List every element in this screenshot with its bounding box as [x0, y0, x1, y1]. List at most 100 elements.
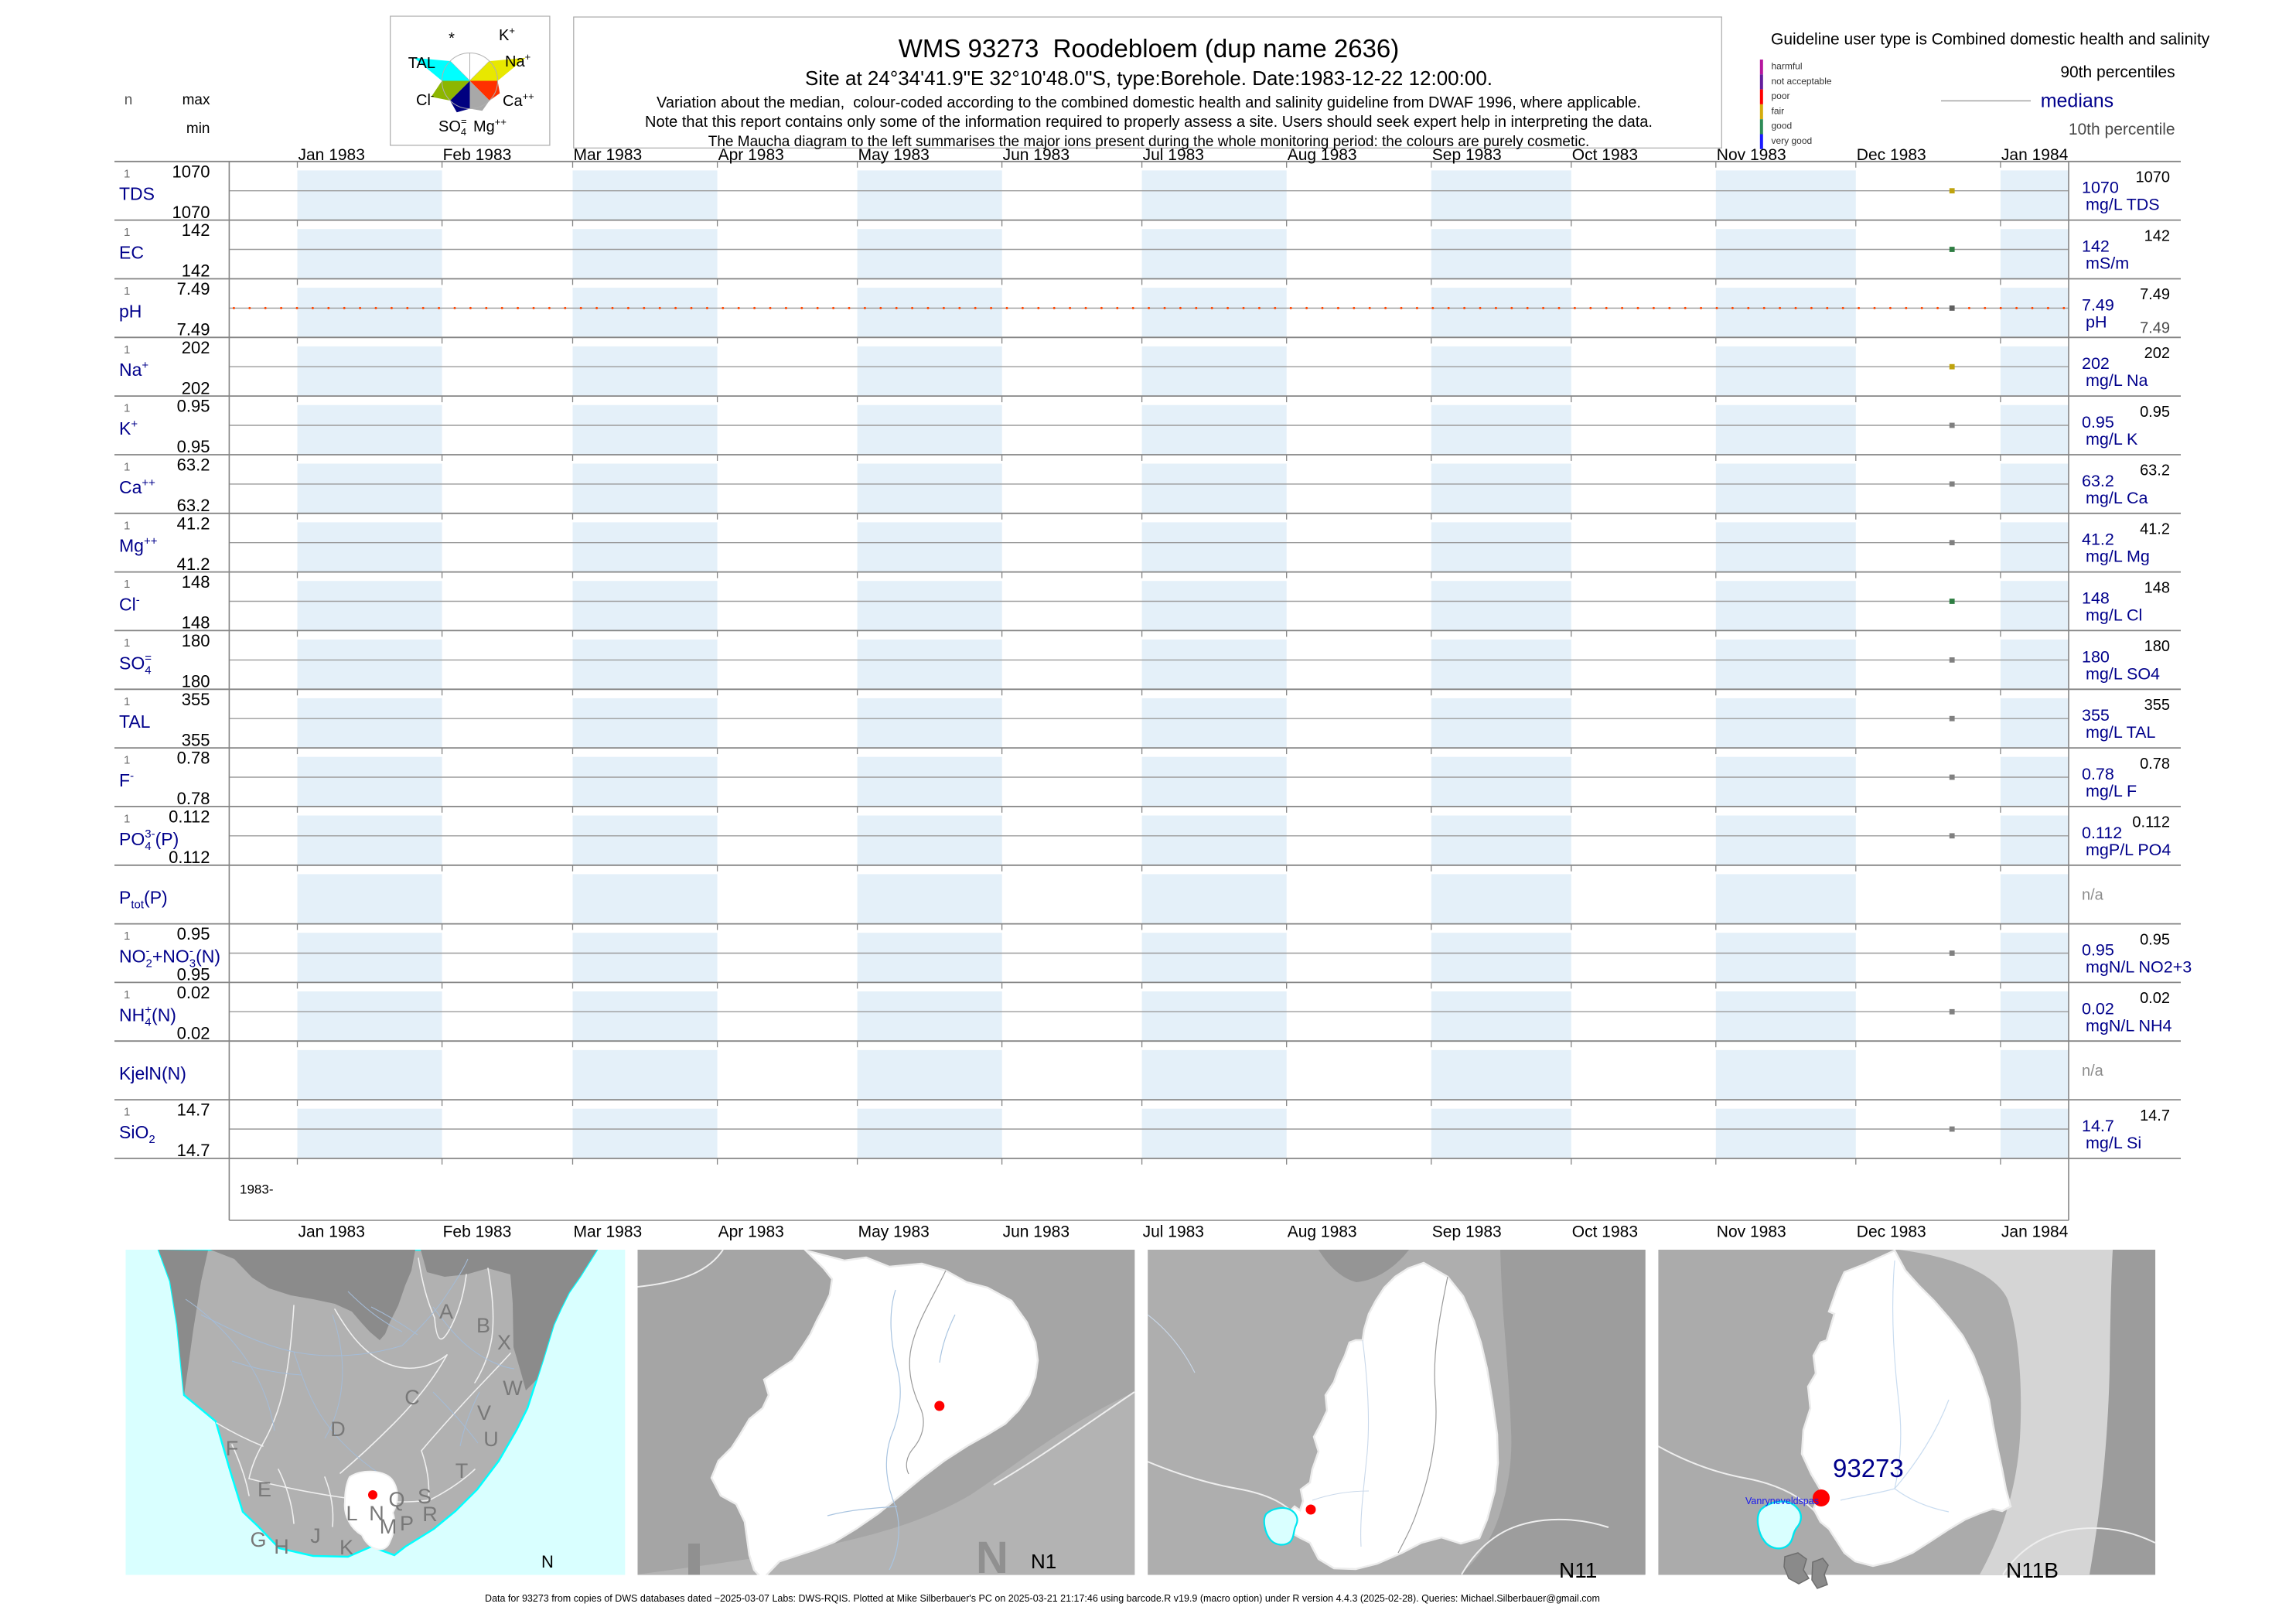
- svg-text:142: 142: [182, 220, 210, 240]
- svg-text:Vanryneveldspas: Vanryneveldspas: [1745, 1496, 1819, 1506]
- svg-text:63.2: 63.2: [177, 455, 210, 475]
- svg-text:63.2: 63.2: [2140, 462, 2170, 479]
- svg-text:Jan 1983: Jan 1983: [299, 1223, 365, 1240]
- svg-text:202: 202: [2082, 354, 2110, 373]
- svg-text:n/a: n/a: [2082, 1063, 2104, 1080]
- svg-text:0.95: 0.95: [177, 965, 210, 984]
- svg-text:0.112: 0.112: [169, 848, 210, 867]
- svg-text:0.95: 0.95: [2140, 931, 2170, 948]
- svg-text:148: 148: [182, 572, 210, 592]
- svg-text:Aug 1983: Aug 1983: [1288, 146, 1357, 164]
- svg-text:G: G: [250, 1528, 266, 1551]
- svg-text:355: 355: [182, 690, 210, 709]
- svg-text:1: 1: [124, 461, 130, 474]
- svg-text:1: 1: [124, 167, 130, 180]
- svg-text:1: 1: [124, 930, 130, 943]
- svg-text:The Maucha diagram to the left: The Maucha diagram to the left summarise…: [708, 134, 1590, 150]
- svg-text:D: D: [330, 1418, 346, 1441]
- svg-text:mg/L TAL: mg/L TAL: [2086, 723, 2155, 742]
- svg-text:202: 202: [182, 378, 210, 397]
- svg-text:mgN/L NO2+3: mgN/L NO2+3: [2086, 958, 2192, 977]
- svg-text:1: 1: [124, 1106, 130, 1119]
- svg-text:W: W: [503, 1377, 523, 1400]
- svg-text:0.112: 0.112: [2132, 814, 2170, 831]
- svg-text:Jan 1983: Jan 1983: [299, 146, 365, 164]
- svg-text:fair: fair: [1772, 105, 1785, 116]
- svg-text:mg/L K: mg/L K: [2086, 430, 2138, 449]
- svg-text:Data for 93273 from copies of: Data for 93273 from copies of DWS databa…: [485, 1593, 1600, 1604]
- svg-text:mg/L Na: mg/L Na: [2086, 371, 2148, 390]
- svg-text:7.49: 7.49: [177, 279, 210, 299]
- svg-text:mg/L Cl: mg/L Cl: [2086, 606, 2142, 625]
- svg-text:*: *: [449, 30, 455, 47]
- svg-text:1983-: 1983-: [240, 1182, 273, 1197]
- svg-text:1: 1: [124, 343, 130, 357]
- svg-text:142: 142: [2082, 237, 2110, 256]
- svg-text:Dec 1983: Dec 1983: [1857, 146, 1926, 164]
- svg-text:good: good: [1772, 121, 1793, 131]
- svg-text:May 1983: May 1983: [858, 1223, 930, 1240]
- svg-text:41.2: 41.2: [177, 554, 210, 574]
- svg-text:90th percentiles: 90th percentiles: [2060, 63, 2175, 81]
- svg-text:Jan 1984: Jan 1984: [2001, 1223, 2069, 1240]
- svg-text:TAL: TAL: [119, 711, 151, 732]
- svg-text:Jan 1984: Jan 1984: [2001, 146, 2069, 164]
- svg-text:0.78: 0.78: [2082, 765, 2114, 783]
- svg-text:N: N: [976, 1533, 1008, 1583]
- svg-text:7.49: 7.49: [2140, 320, 2170, 337]
- svg-text:S: S: [418, 1485, 432, 1508]
- svg-text:0.112: 0.112: [169, 807, 210, 826]
- svg-text:Variation about the median, c: Variation about the median, colour-coded…: [657, 94, 1641, 111]
- svg-text:SO4=: SO4=: [119, 651, 152, 677]
- svg-text:Mar 1983: Mar 1983: [574, 1223, 643, 1240]
- svg-text:Sep 1983: Sep 1983: [1432, 146, 1502, 164]
- svg-text:1: 1: [124, 988, 130, 1001]
- svg-text:Jul 1983: Jul 1983: [1143, 1223, 1204, 1240]
- svg-text:1: 1: [124, 636, 130, 650]
- svg-text:148: 148: [2082, 589, 2110, 608]
- svg-text:7.49: 7.49: [177, 320, 210, 339]
- svg-text:202: 202: [182, 338, 210, 357]
- svg-text:0.95: 0.95: [2140, 404, 2170, 421]
- svg-text:Feb 1983: Feb 1983: [443, 1223, 512, 1240]
- svg-text:Nov 1983: Nov 1983: [1717, 1223, 1786, 1240]
- svg-text:M: M: [380, 1515, 397, 1538]
- svg-text:180: 180: [2144, 638, 2170, 655]
- svg-text:1: 1: [124, 695, 130, 708]
- svg-text:0.78: 0.78: [177, 789, 210, 808]
- svg-text:T: T: [455, 1459, 469, 1482]
- svg-text:B: B: [476, 1314, 490, 1337]
- svg-text:14.7: 14.7: [177, 1100, 210, 1120]
- svg-text:1070: 1070: [172, 162, 210, 181]
- svg-text:R: R: [422, 1503, 438, 1526]
- svg-text:1070: 1070: [172, 203, 210, 222]
- svg-text:142: 142: [2144, 227, 2170, 244]
- svg-text:14.7: 14.7: [2140, 1107, 2170, 1124]
- svg-text:1: 1: [124, 226, 130, 239]
- svg-text:WMS 93273 Roodebloem (dup nam: WMS 93273 Roodebloem (dup name 2636): [899, 34, 1400, 63]
- svg-text:pH: pH: [119, 301, 142, 321]
- svg-text:mgN/L NH4: mgN/L NH4: [2086, 1016, 2172, 1035]
- svg-text:355: 355: [182, 730, 210, 749]
- svg-text:N11: N11: [1559, 1558, 1597, 1582]
- svg-text:0.78: 0.78: [177, 749, 210, 768]
- svg-text:poor: poor: [1772, 90, 1790, 101]
- svg-text:1070: 1070: [2082, 179, 2119, 197]
- svg-text:Q: Q: [388, 1488, 404, 1511]
- svg-text:1: 1: [124, 285, 130, 298]
- svg-text:180: 180: [182, 671, 210, 691]
- svg-text:May 1983: May 1983: [858, 146, 930, 164]
- svg-text:Feb 1983: Feb 1983: [443, 146, 512, 164]
- svg-text:Apr 1983: Apr 1983: [718, 1223, 784, 1240]
- svg-text:N1: N1: [1031, 1550, 1056, 1573]
- svg-text:A: A: [439, 1300, 453, 1323]
- svg-text:202: 202: [2144, 345, 2170, 362]
- svg-text:0.112: 0.112: [2082, 824, 2122, 842]
- svg-text:mg/L TDS: mg/L TDS: [2086, 196, 2160, 214]
- svg-text:N: N: [541, 1552, 554, 1571]
- svg-text:Aug 1983: Aug 1983: [1288, 1223, 1357, 1240]
- svg-text:Ptot(P): Ptot(P): [119, 888, 168, 912]
- svg-text:KjelN(N): KjelN(N): [119, 1063, 186, 1083]
- svg-text:93273: 93273: [1833, 1454, 1904, 1482]
- svg-text:NH4+(N): NH4+(N): [119, 1003, 176, 1029]
